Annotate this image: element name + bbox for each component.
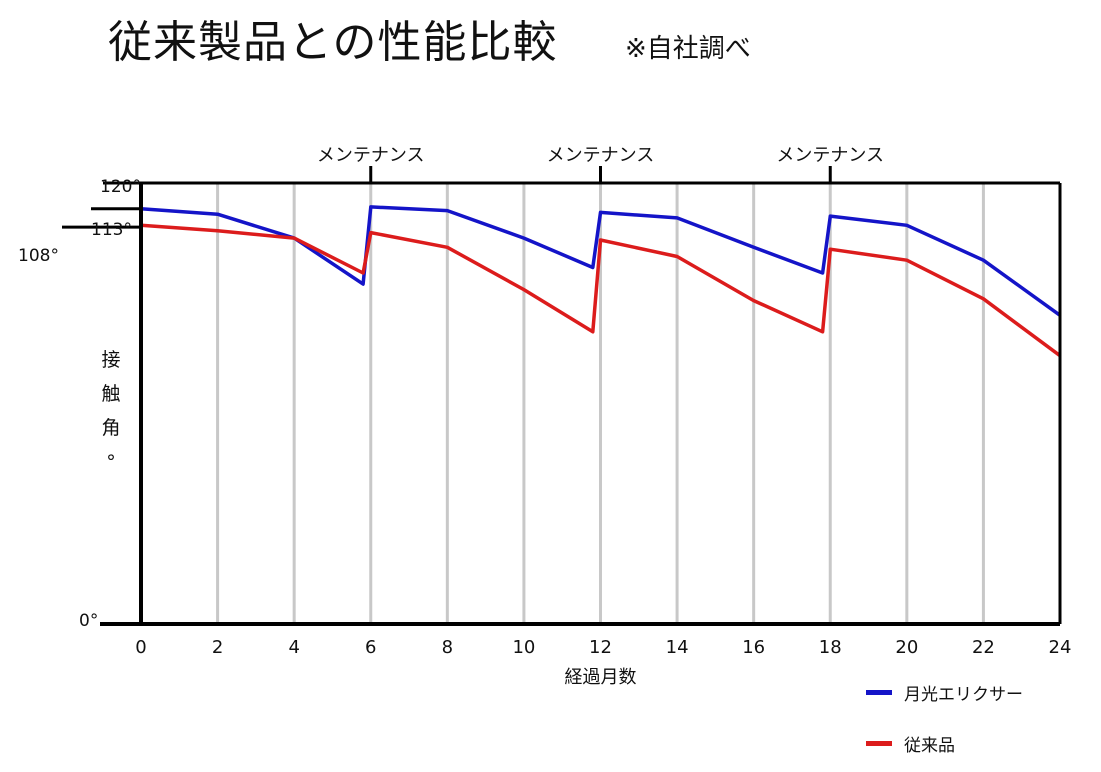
- x-tick-label-24: 24: [1049, 637, 1072, 658]
- series-line-a: [140, 205, 1062, 317]
- x-tick-label-18: 18: [819, 637, 842, 658]
- legend-label-series-a: 月光エリクサー: [904, 685, 1023, 705]
- x-axis-title: 経過月数: [565, 667, 637, 688]
- y-tick-label-108: 108°: [18, 246, 59, 266]
- series-lines: [140, 205, 1062, 358]
- x-tick-label-6: 6: [365, 637, 376, 658]
- x-tick-label-10: 10: [512, 637, 535, 658]
- y-axis-title-char-2: 角: [101, 417, 120, 439]
- legend-swatch-series-a: [866, 690, 892, 695]
- x-tick-label-12: 12: [589, 637, 612, 658]
- series-line-b: [140, 223, 1062, 358]
- y-axis-title-char-0: 接: [101, 349, 120, 371]
- x-tick-label-0: 0: [135, 637, 146, 658]
- maintenance-label-1: メンテナンス: [547, 145, 655, 166]
- y-axis-title-char-1: 触: [101, 383, 120, 405]
- page-title: 従来製品との性能比較: [108, 17, 558, 68]
- legend-item-series-a: 月光エリクサー: [866, 680, 1023, 705]
- legend-label-series-b: 従来品: [904, 736, 955, 756]
- x-tick-label-8: 8: [442, 637, 453, 658]
- x-tick-label-22: 22: [972, 637, 995, 658]
- maintenance-label-0: メンテナンス: [317, 145, 425, 166]
- x-tick-label-4: 4: [288, 637, 299, 658]
- y-tick-label-120: 120°: [100, 177, 141, 197]
- x-tick-label-2: 2: [212, 637, 223, 658]
- legend-swatch-series-b: [866, 741, 892, 746]
- y-tick-label-0: 0°: [79, 611, 98, 631]
- axes: [62, 166, 1062, 626]
- x-tick-label-14: 14: [666, 637, 689, 658]
- legend-item-series-b: 従来品: [866, 731, 955, 756]
- y-axis-title-char-3: °: [106, 451, 116, 473]
- x-tick-label-16: 16: [742, 637, 765, 658]
- x-tick-label-20: 20: [895, 637, 918, 658]
- y-tick-label-113: 113°: [91, 220, 132, 240]
- source-note: ※自社調べ: [625, 34, 751, 64]
- maintenance-label-2: メンテナンス: [776, 145, 884, 166]
